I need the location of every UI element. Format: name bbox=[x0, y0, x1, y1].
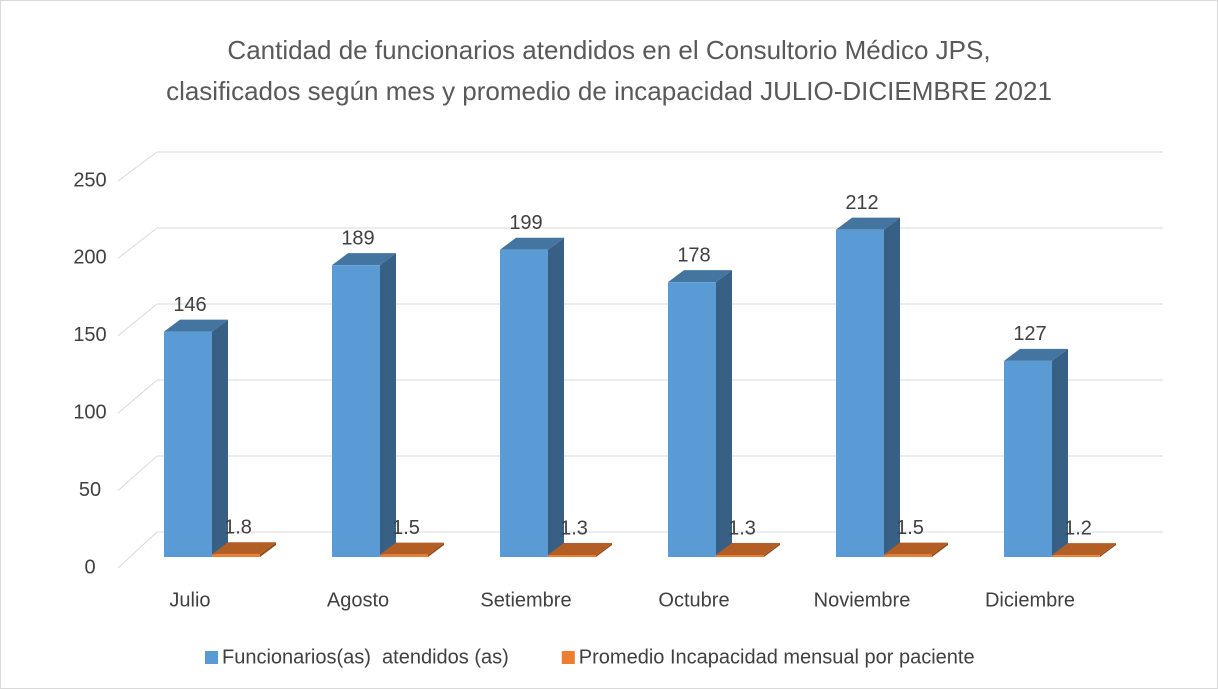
y-tick-label: 50 bbox=[79, 479, 101, 501]
bar-top bbox=[164, 319, 228, 332]
bar-top bbox=[500, 237, 564, 250]
bar bbox=[884, 554, 932, 557]
value-label: 189 bbox=[341, 227, 374, 249]
value-label: 127 bbox=[1013, 323, 1046, 345]
bar-side bbox=[548, 237, 564, 557]
value-label: 1.5 bbox=[392, 517, 420, 539]
y-tick-label: 0 bbox=[84, 556, 95, 578]
x-tick-label: Octubre bbox=[658, 589, 729, 611]
bar-top bbox=[548, 542, 612, 555]
y-tick-label: 200 bbox=[73, 247, 106, 269]
bar-side bbox=[716, 270, 732, 557]
bar-top bbox=[380, 542, 444, 555]
bar-side bbox=[380, 253, 396, 557]
bar-top bbox=[668, 270, 732, 283]
bar bbox=[500, 249, 548, 557]
bar-side bbox=[932, 542, 948, 557]
grid-line bbox=[117, 379, 158, 414]
value-label: 212 bbox=[845, 192, 878, 214]
value-label: 178 bbox=[677, 244, 710, 266]
legend-swatch bbox=[205, 651, 218, 664]
bar bbox=[164, 331, 212, 557]
bar-top bbox=[1052, 543, 1116, 556]
x-tick-label: Setiembre bbox=[480, 589, 571, 611]
bar-top bbox=[884, 542, 948, 555]
legend-label: Promedio Incapacidad mensual por pacient… bbox=[579, 646, 975, 668]
value-label: 1.3 bbox=[560, 517, 588, 539]
bar-top bbox=[836, 217, 900, 230]
bar-side bbox=[884, 217, 900, 557]
x-tick-label: Noviembre bbox=[814, 589, 911, 611]
bar bbox=[548, 554, 596, 557]
legend-swatch bbox=[561, 651, 575, 664]
bar bbox=[668, 282, 716, 557]
bar-side bbox=[1052, 348, 1068, 557]
bar bbox=[380, 554, 428, 557]
bar-side bbox=[428, 542, 444, 557]
y-tick-label: 100 bbox=[73, 401, 106, 423]
chart-title: Cantidad de funcionarios atendidos en el… bbox=[227, 35, 990, 65]
bar bbox=[332, 265, 380, 557]
y-tick-label: 150 bbox=[73, 324, 106, 346]
x-tick-label: Diciembre bbox=[985, 589, 1075, 611]
bar bbox=[716, 554, 764, 557]
bar-top bbox=[212, 542, 276, 555]
value-label: 146 bbox=[173, 294, 206, 316]
grid-line bbox=[117, 227, 158, 259]
bar-top bbox=[332, 253, 396, 266]
bar-side bbox=[212, 319, 228, 557]
value-label: 1.2 bbox=[1064, 517, 1092, 539]
y-tick-label: 250 bbox=[73, 169, 106, 191]
chart-title: clasificados según mes y promedio de inc… bbox=[166, 76, 1052, 106]
bar-side bbox=[1100, 543, 1116, 557]
grid-line bbox=[117, 303, 158, 337]
value-label: 199 bbox=[509, 212, 542, 234]
x-tick-label: Agosto bbox=[327, 589, 389, 611]
bar bbox=[212, 554, 260, 557]
value-label: 1.5 bbox=[896, 517, 924, 539]
grid-line bbox=[117, 455, 158, 491]
grid-line bbox=[117, 531, 158, 569]
x-tick-label: Julio bbox=[169, 589, 210, 611]
bar-top bbox=[716, 542, 780, 555]
bar-side bbox=[260, 542, 276, 557]
legend-label: Funcionarios(as) atendidos (as) bbox=[222, 646, 509, 668]
bar-side bbox=[764, 542, 780, 557]
bar bbox=[1004, 360, 1052, 557]
value-label: 1.8 bbox=[224, 517, 252, 539]
value-label: 1.3 bbox=[728, 517, 756, 539]
bar bbox=[1052, 555, 1100, 557]
bar-top bbox=[1004, 348, 1068, 361]
bar bbox=[836, 229, 884, 557]
grid-line bbox=[117, 151, 158, 182]
bar-side bbox=[596, 542, 612, 557]
